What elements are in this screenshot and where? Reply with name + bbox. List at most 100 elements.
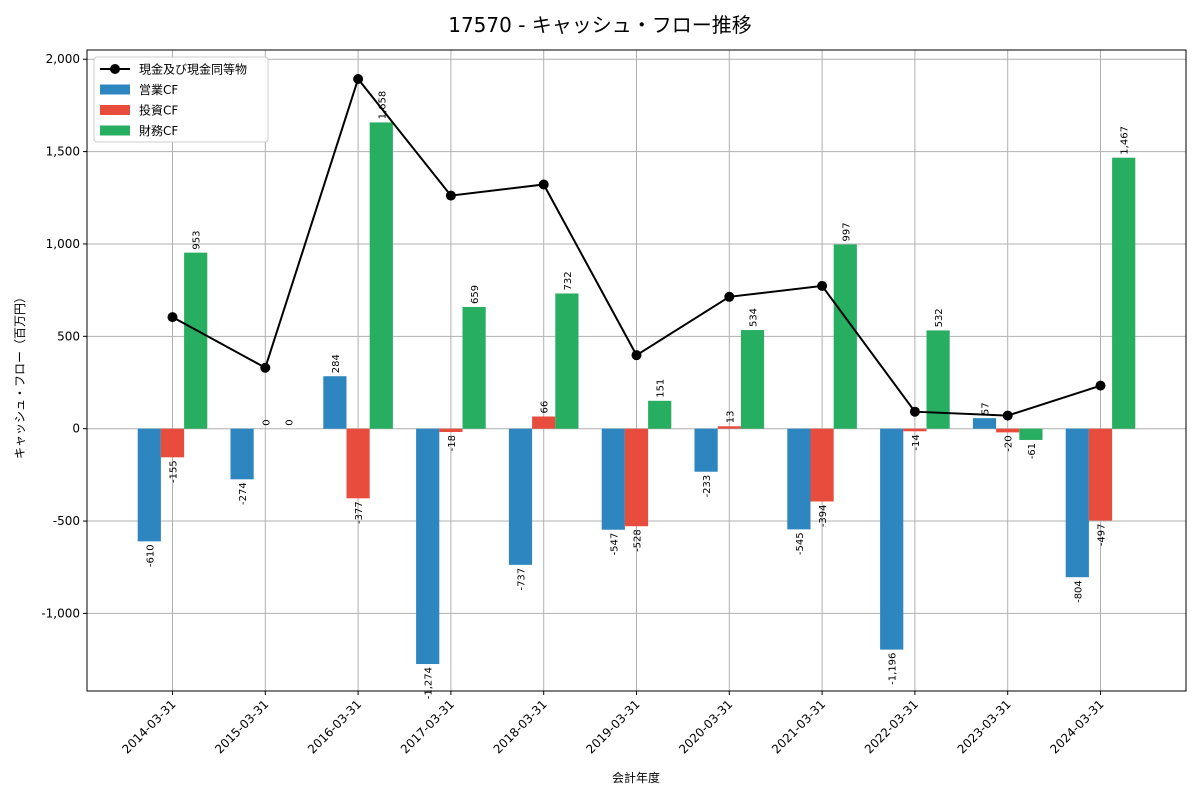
- bar: [996, 428, 1020, 433]
- bar: [439, 428, 463, 433]
- legend-swatch: [100, 125, 130, 136]
- bar-value-label: -610: [145, 544, 156, 567]
- bar: [369, 122, 393, 429]
- bar-value-label: 532: [934, 308, 945, 327]
- cash-point: [909, 406, 920, 417]
- bar: [601, 428, 625, 530]
- bar-value-label: -545: [795, 532, 806, 555]
- legend-label: 投資CF: [139, 103, 178, 118]
- x-axis-ticks: 2014-03-31 2015-03-31 2016-03-31 2017-03-31…: [119, 691, 1107, 756]
- bar: [230, 428, 254, 480]
- bar: [532, 416, 556, 429]
- bar-value-label: -61: [1027, 443, 1038, 459]
- cash-point: [445, 190, 456, 201]
- bars-group: [137, 122, 1136, 665]
- bar-value-label: 534: [749, 308, 760, 327]
- x-tick-label: 2018-03-31: [491, 697, 550, 756]
- bar-value-label: 0: [261, 419, 272, 425]
- chart-title: 17570 - キャッシュ・フロー推移: [448, 13, 752, 37]
- y-tick-label: 1,500: [46, 145, 80, 159]
- cash-point: [1002, 410, 1013, 421]
- legend-box: [93, 56, 269, 143]
- bar: [160, 428, 185, 458]
- legend-label: 営業CF: [139, 83, 178, 97]
- bar-value-label: -394: [818, 504, 829, 527]
- x-tick-label: 2014-03-31: [119, 697, 178, 756]
- y-tick-label: -1,000: [41, 606, 80, 620]
- bar-value-label: 57: [981, 402, 992, 415]
- bar: [624, 428, 649, 527]
- bar-value-label: -547: [609, 533, 620, 556]
- bar-value-label: -804: [1073, 580, 1084, 603]
- legend-label: 財務CF: [139, 123, 178, 138]
- legend-swatch: [100, 84, 130, 95]
- bar-value-label: 1,658: [377, 91, 388, 120]
- bar-value-label: -497: [1097, 523, 1108, 546]
- bar-value-label: -528: [633, 529, 644, 552]
- bar: [1019, 428, 1043, 440]
- bar: [1088, 428, 1113, 521]
- y-tick-label: 0: [72, 422, 80, 436]
- y-tick-label: -500: [53, 514, 80, 528]
- bar: [694, 428, 718, 472]
- bar: [462, 306, 486, 429]
- bar-value-label: -233: [702, 475, 713, 498]
- legend-swatch: [100, 105, 130, 115]
- bar: [972, 418, 997, 429]
- cash-point: [167, 312, 178, 323]
- x-tick-label: 2019-03-31: [583, 697, 642, 756]
- cash-point: [724, 291, 735, 302]
- bar-value-label: -18: [447, 435, 458, 451]
- bar: [787, 428, 811, 530]
- grid-lines: [87, 50, 1186, 691]
- bar: [880, 428, 904, 650]
- bar-value-label: -20: [1004, 435, 1015, 451]
- bar-value-label: 66: [540, 401, 551, 414]
- bar-value-label: 151: [656, 379, 667, 398]
- x-tick-label: 2016-03-31: [305, 697, 364, 756]
- bar-value-label: 284: [331, 354, 342, 373]
- bar: [833, 244, 857, 429]
- bar-value-label: 997: [841, 222, 852, 241]
- bar: [184, 252, 208, 429]
- bar: [1065, 428, 1089, 578]
- bar-value-label: -1,196: [888, 653, 899, 685]
- bar-value-label: 953: [192, 231, 203, 250]
- bar: [416, 428, 440, 665]
- bar-value-label: -274: [238, 482, 249, 505]
- cash-point: [353, 74, 364, 85]
- bar: [1112, 157, 1136, 429]
- x-tick-label: 2023-03-31: [955, 697, 1014, 756]
- bar: [903, 428, 927, 432]
- cash-point: [538, 179, 549, 190]
- x-tick-label: 2021-03-31: [769, 697, 828, 756]
- x-tick-label: 2024-03-31: [1047, 697, 1106, 756]
- bar: [555, 293, 579, 429]
- bar-value-label: 1,467: [1120, 126, 1131, 155]
- y-axis-ticks: -1,000 -500 0 500 1,000 1,500 2,000: [41, 52, 87, 620]
- cash-point: [1095, 380, 1106, 391]
- legend-label: 現金及び現金同等物: [139, 62, 247, 77]
- x-tick-label: 2022-03-31: [862, 697, 921, 756]
- y-tick-label: 1,000: [46, 237, 80, 251]
- bar-value-label: -377: [354, 501, 365, 524]
- cash-point: [631, 350, 642, 361]
- bar: [810, 428, 834, 502]
- bar-value-label: 732: [563, 271, 574, 290]
- bar: [717, 426, 741, 429]
- x-axis-label: 会計年度: [612, 770, 660, 785]
- bar-value-label: -737: [517, 568, 528, 591]
- bar: [740, 330, 765, 429]
- y-axis-label: キャッシュ・フロー（百万円）: [13, 291, 27, 459]
- bar: [323, 376, 347, 429]
- bar: [648, 400, 672, 429]
- bar: [508, 428, 533, 565]
- bar-value-label: 0: [285, 419, 296, 425]
- bar-value-label: 13: [725, 411, 736, 424]
- y-tick-label: 2,000: [46, 52, 80, 66]
- bar-value-label: 659: [470, 285, 481, 304]
- cash-line-group: [167, 74, 1106, 421]
- y-tick-label: 500: [57, 329, 80, 343]
